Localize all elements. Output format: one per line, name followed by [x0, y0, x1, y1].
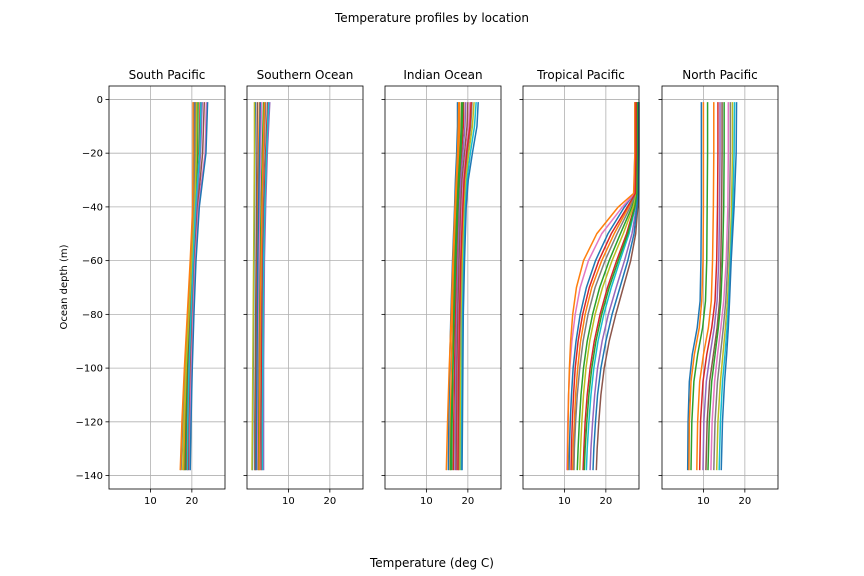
profile-line [461, 102, 479, 471]
y-tick-label: −80 [82, 310, 103, 321]
profile-line [449, 102, 461, 471]
profile-line [573, 102, 637, 471]
figure-xlabel: Temperature (deg C) [369, 556, 494, 570]
profile-line [715, 102, 734, 471]
panel-title: North Pacific [682, 68, 758, 82]
profile-line [705, 102, 723, 471]
profile-line [257, 102, 265, 471]
panel-frame [522, 85, 640, 490]
panel-frame [384, 85, 502, 490]
x-tick-label: 20 [323, 496, 336, 507]
profile-line [255, 102, 262, 471]
profile-line [568, 102, 636, 471]
y-tick-label: −100 [76, 364, 103, 375]
profile-line [702, 102, 721, 471]
profile-line [592, 102, 640, 471]
panel-3: 10 20 Tropical Pacific [519, 68, 640, 507]
x-tick-label: 20 [461, 496, 474, 507]
profile-line [718, 102, 736, 471]
y-tick-label: −140 [76, 471, 103, 482]
panel-1: 10 20 Southern Ocean [243, 68, 364, 507]
profile-line [187, 102, 206, 471]
profile-line [710, 102, 730, 471]
profile-line [585, 102, 639, 471]
x-tick-label: 10 [144, 496, 157, 507]
x-tick-label: 20 [599, 496, 612, 507]
y-tick-label: −20 [82, 149, 103, 160]
figure-suptitle: Temperature profiles by location [334, 11, 529, 25]
profile-line [698, 102, 719, 471]
profile-line [181, 102, 198, 471]
panel-title: Indian Ocean [403, 68, 482, 82]
profile-line [449, 102, 464, 471]
profile-line [459, 102, 475, 471]
panel-frame [661, 85, 779, 490]
profile-line [686, 102, 703, 471]
panel-title: Tropical Pacific [536, 68, 625, 82]
profile-line [445, 102, 460, 471]
profile-line [180, 102, 196, 471]
y-tick-label: 0 [97, 95, 103, 106]
profile-line [254, 102, 261, 471]
profile-line [258, 102, 266, 471]
profile-line [589, 102, 639, 471]
x-tick-label: 20 [738, 496, 751, 507]
figure-ylabel: Ocean depth (m) [59, 244, 70, 329]
panel-4: 10 20 North Pacific [658, 68, 779, 507]
profile-line [707, 102, 725, 471]
y-tick-label: −120 [76, 417, 103, 428]
x-tick-label: 10 [282, 496, 295, 507]
profile-line [688, 102, 705, 471]
profile-line [713, 102, 732, 471]
x-tick-label: 10 [697, 496, 710, 507]
profile-line [570, 102, 637, 471]
profile-line [260, 102, 269, 471]
profile-line [454, 102, 467, 471]
panel-2: 10 20 Indian Ocean [381, 68, 502, 507]
profile-line [179, 102, 194, 471]
x-tick-label: 10 [558, 496, 571, 507]
panel-title: South Pacific [129, 68, 206, 82]
panel-0: 10 20 0 −20 −40 −60 −80 −100 −120 −140 South Pacif… [76, 68, 226, 507]
x-tick-label: 20 [185, 496, 198, 507]
profile-line [690, 102, 709, 471]
profile-line [455, 102, 469, 471]
y-tick-label: −40 [82, 202, 103, 213]
panel-frame [108, 85, 226, 490]
profile-line [457, 102, 472, 471]
profile-line [261, 102, 270, 471]
profile-line [583, 102, 639, 471]
panel-frame [246, 85, 364, 490]
profile-line [251, 102, 256, 471]
profile-line [696, 102, 715, 471]
profile-line [189, 102, 209, 471]
profile-line [189, 102, 208, 471]
profile-line [460, 102, 477, 471]
profile-line [566, 102, 636, 471]
profile-line [256, 102, 263, 471]
profile-line [262, 102, 271, 471]
x-tick-label: 10 [420, 496, 433, 507]
panel-title: Southern Ocean [257, 68, 354, 82]
panels-group: 10 20 0 −20 −40 −60 −80 −100 −120 −140 South Pacif… [76, 68, 779, 507]
y-tick-label: −60 [82, 256, 103, 267]
profile-line [186, 102, 202, 471]
profile-line [254, 102, 259, 471]
profile-line [720, 102, 738, 471]
